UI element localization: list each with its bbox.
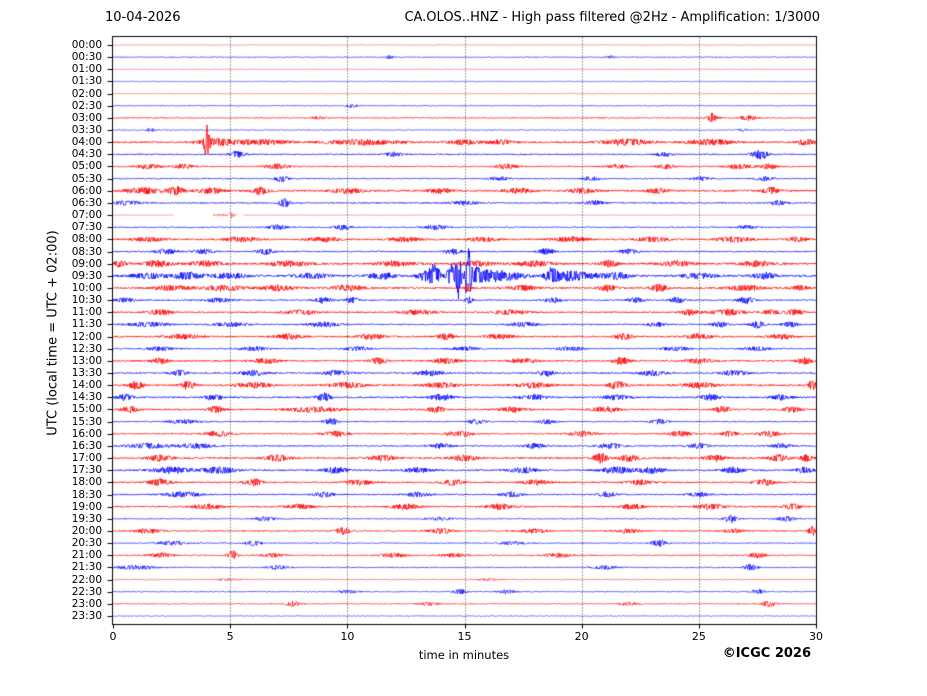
x-tick-label: 5 — [226, 630, 234, 643]
y-tick-label: 01:30 — [71, 75, 102, 88]
x-tick-label: 30 — [809, 630, 823, 643]
y-tick-label: 07:30 — [71, 221, 102, 234]
y-tick-label: 17:00 — [71, 452, 102, 465]
x-tick-label: 0 — [109, 630, 117, 643]
y-tick-label: 02:00 — [71, 87, 102, 100]
y-tick-label: 00:00 — [71, 39, 102, 51]
y-tick-label: 23:00 — [71, 597, 102, 610]
y-tick-label: 05:30 — [71, 172, 102, 185]
y-tick-label: 20:00 — [71, 524, 102, 537]
y-tick-label: 10:00 — [71, 281, 102, 294]
y-tick-label: 17:30 — [71, 464, 102, 477]
y-tick-label: 04:30 — [71, 148, 102, 161]
y-tick-label: 01:00 — [71, 63, 102, 76]
x-tick-label: 10 — [340, 630, 355, 643]
y-tick-label: 14:00 — [71, 379, 102, 392]
y-tick-label: 03:00 — [71, 111, 102, 124]
x-axis-label: time in minutes — [418, 648, 510, 662]
y-tick-label: 12:00 — [71, 330, 102, 343]
y-tick-label: 21:00 — [71, 549, 102, 562]
y-tick-label: 02:30 — [71, 99, 102, 112]
date-label: 10-04-2026 — [105, 10, 181, 25]
y-tick-label: 11:00 — [71, 306, 102, 319]
y-tick-label: 22:30 — [71, 585, 102, 598]
x-tick-label: 25 — [691, 630, 706, 643]
y-tick-label: 08:30 — [71, 245, 102, 258]
copyright-label: ©ICGC 2026 — [722, 646, 811, 661]
y-tick-label: 18:30 — [71, 488, 102, 501]
y-tick-label: 15:00 — [71, 403, 102, 416]
y-tick-label: 16:00 — [71, 427, 102, 440]
y-tick-label: 09:30 — [71, 269, 102, 282]
y-tick-label: 06:00 — [71, 184, 102, 197]
page-title: CA.OLOS..HNZ - High pass filtered @2Hz -… — [404, 10, 820, 25]
y-tick-label: 19:30 — [71, 512, 102, 525]
y-tick-label: 07:00 — [71, 209, 102, 222]
y-tick-label: 21:30 — [71, 561, 102, 574]
y-tick-label: 11:30 — [71, 318, 102, 331]
y-tick-label: 18:00 — [71, 476, 102, 489]
y-tick-label: 20:30 — [71, 537, 102, 550]
y-tick-label: 04:00 — [71, 136, 102, 149]
y-tick-label: 22:00 — [71, 573, 102, 586]
y-tick-label: 13:00 — [71, 354, 102, 367]
y-tick-label: 03:30 — [71, 124, 102, 137]
y-tick-label: 09:00 — [71, 257, 102, 270]
y-tick-label: 14:30 — [71, 391, 102, 404]
x-tick-label: 15 — [457, 630, 472, 643]
y-tick-label: 16:30 — [71, 439, 102, 452]
y-tick-label: 23:30 — [71, 610, 102, 622]
y-tick-label: 06:30 — [71, 196, 102, 209]
y-tick-label: 05:00 — [71, 160, 102, 173]
y-tick-label: 10:30 — [71, 294, 102, 307]
y-tick-label: 08:00 — [71, 233, 102, 246]
y-tick-label: 15:30 — [71, 415, 102, 428]
y-tick-label: 12:30 — [71, 342, 102, 355]
y-tick-label: 13:30 — [71, 367, 102, 380]
y-tick-label: 00:30 — [71, 51, 102, 64]
y-tick-label: 19:00 — [71, 500, 102, 513]
x-tick-label: 20 — [574, 630, 589, 643]
